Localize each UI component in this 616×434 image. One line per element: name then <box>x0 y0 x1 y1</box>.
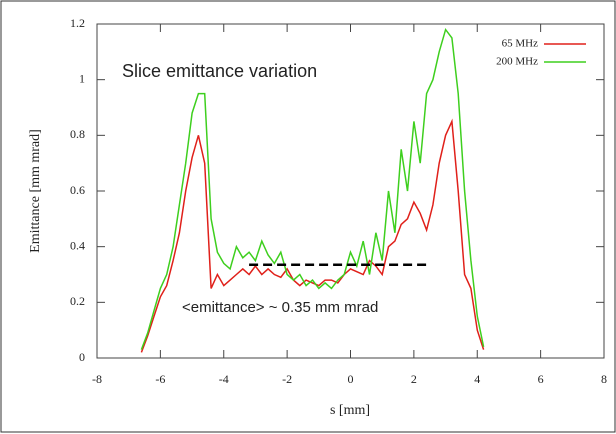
y-tick-label: 0.2 <box>70 294 85 308</box>
x-tick-label: 4 <box>474 372 480 386</box>
x-tick-label: 8 <box>601 372 607 386</box>
x-tick-label: 2 <box>411 372 417 386</box>
legend-label: 200 MHz <box>496 56 538 68</box>
x-tick-label: 6 <box>538 372 544 386</box>
y-tick-label: 0 <box>79 350 85 364</box>
y-tick-label: 1.2 <box>70 16 85 30</box>
x-tick-label: -2 <box>282 372 292 386</box>
chart-title: Slice emittance variation <box>122 61 317 81</box>
x-axis-label: s [mm] <box>330 403 370 418</box>
y-axis-label: Emittance [mm mrad] <box>28 129 43 253</box>
annotation: <emittance> ~ 0.35 mm mrad <box>182 299 378 316</box>
y-tick-label: 1 <box>79 71 85 85</box>
y-tick-label: 0.8 <box>70 127 85 141</box>
legend-label: 65 MHz <box>502 38 538 50</box>
x-tick-label: -8 <box>92 372 102 386</box>
y-tick-label: 0.6 <box>70 183 85 197</box>
x-tick-label: -4 <box>219 372 229 386</box>
series-line <box>140 27 485 350</box>
series-line <box>140 118 485 353</box>
y-tick-label: 0.4 <box>70 238 85 252</box>
x-tick-label: -6 <box>155 372 165 386</box>
x-tick-label: 0 <box>348 372 354 386</box>
